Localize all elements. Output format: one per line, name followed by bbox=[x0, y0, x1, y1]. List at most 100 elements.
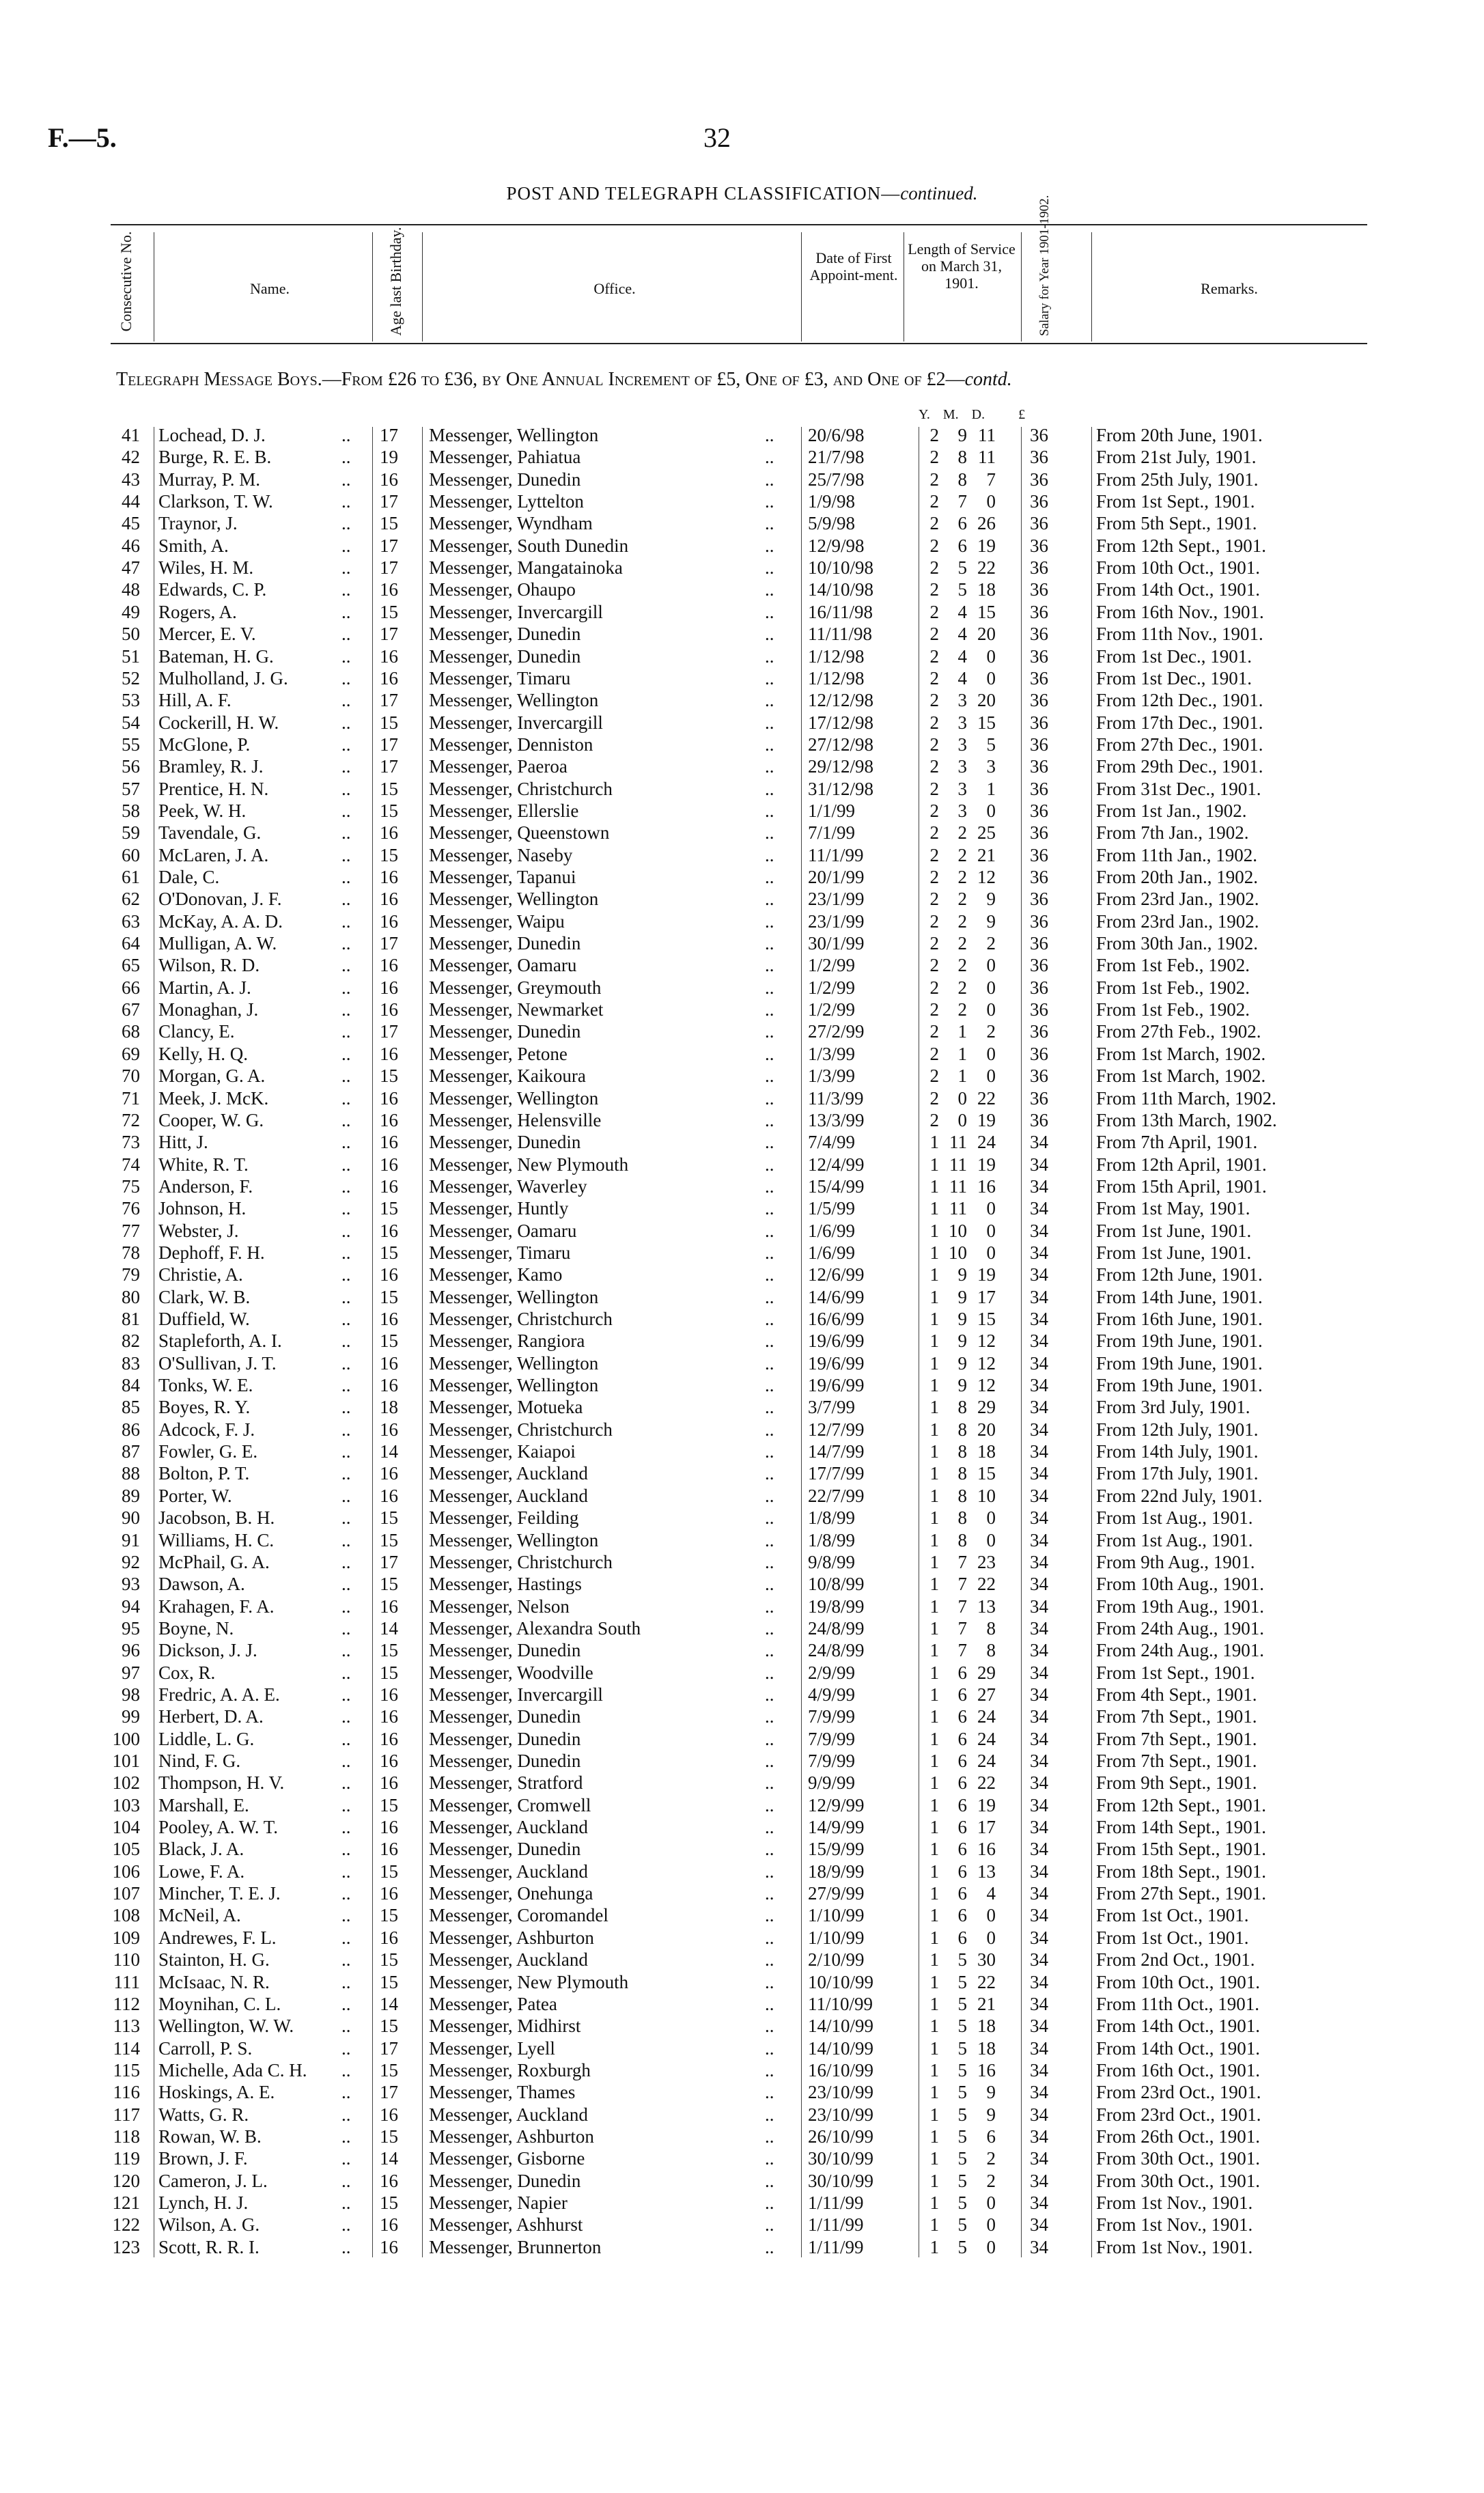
office-cell: Messenger, Auckland bbox=[429, 1949, 588, 1970]
service-years-cell: 2 bbox=[929, 844, 940, 865]
consecutive-no-cell: 85 bbox=[122, 1397, 140, 1418]
consecutive-no-cell: 119 bbox=[113, 2148, 141, 2169]
appointment-date-cell: 2/9/99 bbox=[808, 1662, 856, 1683]
salary-unit: £ bbox=[1018, 407, 1026, 422]
leader-dots: .. bbox=[341, 1751, 351, 1771]
service-days-cell: 10 bbox=[977, 1485, 996, 1506]
leader-dots: .. bbox=[341, 1375, 351, 1396]
office-cell: Messenger, Christchurch bbox=[429, 1551, 613, 1572]
service-months-cell: 7 bbox=[957, 1640, 968, 1661]
service-months-cell: 9 bbox=[957, 1264, 968, 1285]
remarks-cell: From 1st Feb., 1902. bbox=[1096, 999, 1250, 1020]
leader-dots: .. bbox=[341, 2170, 351, 2191]
table-row: 75 Anderson, F. 16 Messenger, Waverley 15/4/… bbox=[0, 1175, 1484, 1197]
age-cell: 15 bbox=[380, 1949, 398, 1970]
leader-dots: .. bbox=[341, 2037, 351, 2059]
office-cell: Messenger, Oamaru bbox=[429, 1220, 577, 1241]
name-cell: Jacobson, B. H. bbox=[158, 1507, 275, 1529]
appointment-date-cell: 1/3/99 bbox=[808, 1066, 856, 1087]
office-cell: Messenger, Wellington bbox=[429, 1529, 599, 1550]
consecutive-no-cell: 59 bbox=[122, 822, 140, 844]
office-cell: Messenger, Thames bbox=[429, 2082, 576, 2103]
age-cell: 15 bbox=[380, 1507, 398, 1529]
age-cell: 15 bbox=[380, 1640, 398, 1661]
service-months-cell: 6 bbox=[957, 1794, 968, 1815]
age-cell: 15 bbox=[380, 2059, 398, 2080]
appointment-date-cell: 12/9/99 bbox=[808, 1794, 865, 1815]
table-row: 43 Murray, P. M. 16 Messenger, Dunedin 25/7/… bbox=[0, 469, 1484, 490]
leader-dots: .. bbox=[341, 667, 351, 688]
office-cell: Messenger, Dunedin bbox=[429, 624, 581, 645]
leader-dots: .. bbox=[341, 1949, 351, 1970]
remarks-cell: From 1st June, 1901. bbox=[1096, 1220, 1252, 1241]
service-days-cell: 9 bbox=[986, 2082, 996, 2103]
office-cell: Messenger, Motueka bbox=[429, 1397, 583, 1418]
service-months-cell: 0 bbox=[957, 1109, 968, 1130]
leader-dots: .. bbox=[341, 1066, 351, 1087]
leader-dots: .. bbox=[765, 624, 774, 645]
table-row: 57 Prentice, H. N. 15 Messenger, Christchur… bbox=[0, 778, 1484, 800]
office-cell: Messenger, Newmarket bbox=[429, 999, 604, 1020]
length-units: Y. M. D. bbox=[919, 407, 985, 422]
appointment-date-cell: 17/12/98 bbox=[808, 712, 874, 733]
age-cell: 16 bbox=[380, 469, 398, 490]
remarks-cell: From 20th June, 1901. bbox=[1096, 425, 1263, 445]
age-cell: 14 bbox=[380, 2148, 398, 2169]
leader-dots: .. bbox=[341, 1109, 351, 1130]
service-years-cell: 1 bbox=[929, 1751, 940, 1771]
appointment-date-cell: 10/8/99 bbox=[808, 1574, 865, 1595]
office-cell: Messenger, Oamaru bbox=[429, 955, 577, 976]
table-row: 49 Rogers, A. 15 Messenger, Invercargill 16/… bbox=[0, 601, 1484, 623]
consecutive-no-cell: 75 bbox=[122, 1175, 140, 1197]
col-header-age: Age last Birthday. bbox=[387, 227, 404, 336]
service-days-cell: 24 bbox=[977, 1728, 996, 1749]
service-months-cell: 11 bbox=[949, 1175, 967, 1197]
age-cell: 17 bbox=[380, 756, 398, 777]
name-cell: Wilson, A. G. bbox=[158, 2214, 260, 2236]
consecutive-no-cell: 58 bbox=[122, 800, 140, 821]
leader-dots: .. bbox=[765, 1154, 774, 1175]
leader-dots: .. bbox=[765, 1087, 774, 1109]
service-years-cell: 2 bbox=[929, 1087, 940, 1109]
remarks-cell: From 24th Aug., 1901. bbox=[1096, 1617, 1265, 1639]
service-months-cell: 11 bbox=[949, 1198, 967, 1219]
service-months-cell: 5 bbox=[957, 2082, 968, 2103]
age-cell: 15 bbox=[380, 1574, 398, 1595]
service-days-cell: 2 bbox=[986, 2148, 996, 2169]
appointment-date-cell: 12/4/99 bbox=[808, 1154, 865, 1175]
service-months-cell: 8 bbox=[957, 447, 968, 468]
table-row: 52 Mulholland, J. G. 16 Messenger, Timaru 1/… bbox=[0, 667, 1484, 689]
service-years-cell: 1 bbox=[929, 1529, 940, 1550]
name-cell: Wilson, R. D. bbox=[158, 955, 260, 976]
service-years-cell: 1 bbox=[929, 1794, 940, 1815]
leader-dots: .. bbox=[341, 955, 351, 976]
consecutive-no-cell: 110 bbox=[113, 1949, 141, 1970]
salary-cell: 36 bbox=[1030, 601, 1048, 622]
appointment-date-cell: 14/10/98 bbox=[808, 579, 874, 600]
leader-dots: .. bbox=[765, 1463, 774, 1484]
consecutive-no-cell: 45 bbox=[122, 513, 140, 534]
office-cell: Messenger, Lyttelton bbox=[429, 491, 584, 512]
leader-dots: .. bbox=[765, 1596, 774, 1617]
name-cell: Andrewes, F. L. bbox=[158, 1927, 277, 1948]
service-years-cell: 1 bbox=[929, 1706, 940, 1727]
leader-dots: .. bbox=[341, 1927, 351, 1948]
service-months-cell: 5 bbox=[957, 1971, 968, 1992]
remarks-cell: From 1st Dec., 1901. bbox=[1096, 667, 1252, 688]
leader-dots: .. bbox=[341, 1087, 351, 1109]
appointment-date-cell: 14/7/99 bbox=[808, 1441, 865, 1462]
salary-cell: 36 bbox=[1030, 867, 1048, 887]
table-row: 64 Mulligan, A. W. 17 Messenger, Dunedin 30/… bbox=[0, 932, 1484, 954]
name-cell: Stapleforth, A. I. bbox=[158, 1331, 282, 1352]
remarks-cell: From 11th Jan., 1902. bbox=[1096, 844, 1257, 865]
service-months-cell: 6 bbox=[957, 1905, 968, 1926]
appointment-date-cell: 1/2/99 bbox=[808, 955, 856, 976]
service-months-cell: 2 bbox=[957, 999, 968, 1020]
service-months-cell: 8 bbox=[957, 1397, 968, 1418]
remarks-cell: From 1st Jan., 1902. bbox=[1096, 800, 1247, 821]
consecutive-no-cell: 50 bbox=[122, 624, 140, 645]
service-days-cell: 0 bbox=[986, 1066, 996, 1087]
service-months-cell: 8 bbox=[957, 1507, 968, 1529]
leader-dots: .. bbox=[341, 1175, 351, 1197]
leader-dots: .. bbox=[765, 447, 774, 468]
